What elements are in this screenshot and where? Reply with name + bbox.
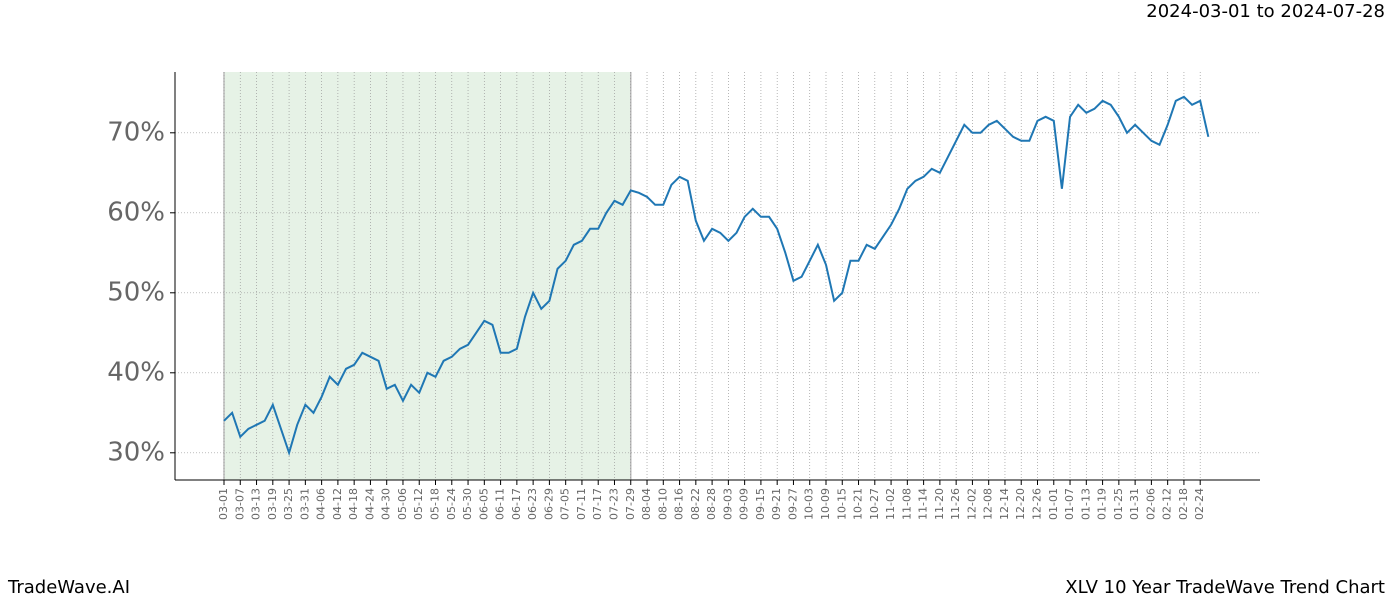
x-tick-label: 07-17 xyxy=(591,488,604,520)
x-tick-label: 05-30 xyxy=(461,488,474,520)
x-tick-label: 06-23 xyxy=(526,488,539,520)
x-tick-label: 09-03 xyxy=(721,488,734,520)
x-tick-label: 12-14 xyxy=(998,488,1011,520)
x-tick-label: 06-29 xyxy=(542,488,555,520)
x-tick-label: 01-13 xyxy=(1079,488,1092,520)
x-tick-label: 05-06 xyxy=(396,488,409,520)
x-tick-label: 04-18 xyxy=(347,488,360,520)
x-tick-label: 07-11 xyxy=(575,488,588,520)
chart-subtitle: 2024-03-01 to 2024-07-28 xyxy=(1146,1,1385,22)
x-tick-label: 10-03 xyxy=(803,488,816,520)
x-tick-label: 11-26 xyxy=(949,488,962,520)
y-tick-label: 30% xyxy=(107,437,165,467)
x-tick-label: 08-04 xyxy=(640,488,653,520)
x-tick-label: 04-06 xyxy=(315,488,328,520)
y-tick-label: 70% xyxy=(107,117,165,147)
x-tick-label: 04-24 xyxy=(363,488,376,520)
x-tick-label: 06-05 xyxy=(477,488,490,520)
x-tick-label: 10-09 xyxy=(819,488,832,520)
trend-line xyxy=(223,95,1210,457)
y-tick-label: 60% xyxy=(107,197,165,227)
x-tick-label: 03-01 xyxy=(217,488,230,520)
x-tick-label: 04-12 xyxy=(331,488,344,520)
x-tick-label: 06-17 xyxy=(510,488,523,520)
chart-title: XLV 10 Year TradeWave Trend Chart xyxy=(1065,577,1385,598)
x-tick-label: 09-09 xyxy=(738,488,751,520)
x-tick-label: 12-08 xyxy=(982,488,995,520)
x-tick-label: 02-06 xyxy=(1144,488,1157,520)
x-tick-label: 01-07 xyxy=(1063,488,1076,520)
x-tick-label: 05-18 xyxy=(429,488,442,520)
x-tick-label: 05-24 xyxy=(445,488,458,520)
x-tick-label: 02-18 xyxy=(1177,488,1190,520)
highlight-span xyxy=(224,72,631,480)
x-tick-label: 06-11 xyxy=(494,488,507,520)
x-tick-label: 03-25 xyxy=(282,488,295,520)
x-tick-label: 12-26 xyxy=(1031,488,1044,520)
x-tick-label: 08-22 xyxy=(689,488,702,520)
x-tick-label: 11-02 xyxy=(884,488,897,520)
x-tick-label: 01-25 xyxy=(1112,488,1125,520)
x-tick-label: 10-21 xyxy=(852,488,865,520)
x-tick-label: 09-27 xyxy=(786,488,799,520)
x-tick-label: 09-21 xyxy=(770,488,783,520)
x-tick-label: 08-10 xyxy=(656,488,669,520)
x-tick-label: 05-12 xyxy=(412,488,425,520)
x-tick-label: 02-12 xyxy=(1161,488,1174,520)
y-tick-label: 50% xyxy=(107,277,165,307)
x-tick-label: 10-15 xyxy=(835,488,848,520)
x-tick-label: 01-19 xyxy=(1096,488,1109,520)
x-tick-label: 03-13 xyxy=(250,488,263,520)
x-tick-label: 02-24 xyxy=(1193,488,1206,520)
x-tick-label: 12-20 xyxy=(1014,488,1027,520)
x-tick-label: 03-07 xyxy=(233,488,246,520)
x-tick-label: 10-27 xyxy=(868,488,881,520)
x-tick-label: 08-28 xyxy=(705,488,718,520)
x-tick-label: 03-19 xyxy=(266,488,279,520)
x-tick-label: 01-01 xyxy=(1047,488,1060,520)
x-tick-label: 07-23 xyxy=(607,488,620,520)
x-tick-label: 09-15 xyxy=(754,488,767,520)
x-tick-label: 11-08 xyxy=(900,488,913,520)
x-tick-label: 12-02 xyxy=(965,488,978,520)
x-tick-label: 04-30 xyxy=(380,488,393,520)
x-tick-label: 11-20 xyxy=(933,488,946,520)
x-tick-label: 11-14 xyxy=(917,488,930,520)
x-tick-label: 03-31 xyxy=(298,488,311,520)
x-tick-label: 01-31 xyxy=(1128,488,1141,520)
x-tick-label: 07-05 xyxy=(559,488,572,520)
x-tick-label: 07-29 xyxy=(624,488,637,520)
brand: TradeWave.AI xyxy=(7,577,130,598)
y-tick-label: 40% xyxy=(107,357,165,387)
x-tick-label: 08-16 xyxy=(673,488,686,520)
